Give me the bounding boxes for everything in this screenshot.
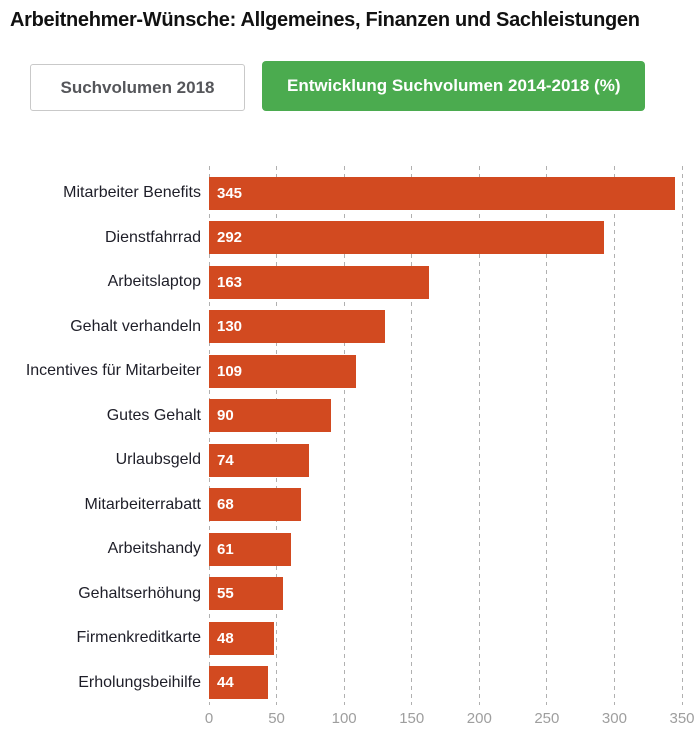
plot-area: 61 [209, 527, 682, 572]
page-title: Arbeitnehmer-Wünsche: Allgemeines, Finan… [10, 9, 640, 31]
plot-area: 345 [209, 171, 682, 216]
category-label: Dienstfahrrad [104, 228, 201, 246]
bar-value-label: 292 [217, 229, 243, 246]
bar-value-label: 74 [217, 451, 234, 469]
bar-value-label: 55 [217, 585, 234, 602]
category-label: Firmenkreditkarte [76, 629, 201, 647]
entwicklung-suchvolumen-button[interactable]: Entwicklung Suchvolumen 2014-2018 (%) [262, 61, 646, 111]
bar-value-label: 44 [217, 674, 234, 691]
chart-row: Gehalt verhandeln 130 [0, 305, 699, 350]
chart-row: Dienstfahrrad 292 [0, 216, 699, 261]
bar[interactable]: 48 [209, 621, 274, 655]
bar[interactable]: 292 [209, 221, 604, 254]
gridline [208, 166, 210, 705]
x-tick-label: 250 [534, 710, 560, 727]
chart-row: Arbeitshandy 61 [0, 527, 699, 572]
category-label: Urlaubsgeld [115, 451, 201, 469]
bar-value-label: 345 [217, 184, 243, 202]
suchvolumen-2018-button[interactable]: Suchvolumen 2018 [30, 64, 245, 111]
bar-value-label: 61 [217, 540, 234, 558]
bar[interactable]: 61 [209, 532, 292, 566]
plot-area: 90 [209, 394, 682, 439]
category-label: Mitarbeiter Benefits [63, 184, 201, 202]
x-tick-label: 150 [399, 710, 425, 727]
x-tick-label: 200 [466, 710, 492, 727]
page: Arbeitnehmer-Wünsche: Allgemeines, Finan… [0, 6, 699, 737]
bar[interactable]: 68 [209, 488, 301, 521]
x-tick-label: 0 [204, 710, 214, 727]
bar[interactable]: 109 [209, 354, 357, 388]
bar[interactable]: 90 [209, 399, 331, 432]
gridline [276, 166, 278, 705]
chart-row: Incentives für Mitarbeiter 109 [0, 349, 699, 394]
chart-row: Gutes Gehalt 90 [0, 394, 699, 439]
view-toggle-toolbar: Suchvolumen 2018 Entwicklung Suchvolumen… [30, 61, 699, 111]
plot-area: 109 [209, 349, 682, 394]
category-label: Erholungsbeihilfe [78, 673, 201, 691]
chart-row: Gehaltserhöhung 55 [0, 572, 699, 617]
gridlines [208, 166, 683, 705]
gridline [613, 166, 615, 705]
x-tick-label: 100 [331, 710, 357, 727]
category-label: Arbeitslaptop [107, 273, 201, 291]
bar-value-label: 109 [217, 362, 243, 380]
category-label: Gehalt verhandeln [70, 317, 201, 335]
category-label: Incentives für Mitarbeiter [25, 362, 201, 380]
bar[interactable]: 44 [209, 666, 269, 699]
plot-area: 74 [209, 438, 682, 483]
plot-area: 55 [209, 572, 682, 617]
bar-value-label: 130 [217, 318, 243, 335]
chart-row: Erholungsbeihilfe 44 [0, 661, 699, 706]
gridline [681, 166, 683, 705]
bar[interactable]: 74 [209, 443, 309, 477]
bar-value-label: 163 [217, 273, 243, 291]
bar-value-label: 48 [217, 629, 234, 647]
plot-area: 44 [209, 661, 682, 706]
chart-rows: Mitarbeiter Benefits 345 Dienstfahrrad 292 A… [0, 171, 699, 705]
chart-row: Urlaubsgeld 74 [0, 438, 699, 483]
plot-area: 68 [209, 483, 682, 528]
bar-value-label: 90 [217, 407, 234, 424]
x-tick-label: 350 [669, 710, 695, 727]
gridline [478, 166, 480, 705]
chart-row: Mitarbeiterrabatt 68 [0, 483, 699, 528]
bar[interactable]: 55 [209, 577, 284, 610]
x-tick-label: 50 [268, 710, 285, 727]
bar[interactable]: 163 [209, 265, 430, 299]
category-label: Gutes Gehalt [106, 406, 201, 424]
bar[interactable]: 345 [209, 176, 676, 210]
x-axis: 0 50 100 150 200 250 300 350 [205, 705, 695, 731]
gridline [343, 166, 345, 705]
chart-row: Firmenkreditkarte 48 [0, 616, 699, 661]
plot-area: 163 [209, 260, 682, 305]
category-label: Gehaltserhöhung [78, 584, 201, 602]
chart-row: Arbeitslaptop 163 [0, 260, 699, 305]
x-tick-label: 300 [601, 710, 627, 727]
plot-area: 292 [209, 216, 682, 261]
gridline [411, 166, 413, 705]
plot-area: 48 [209, 616, 682, 661]
bar-value-label: 68 [217, 496, 234, 513]
gridline [546, 166, 548, 705]
category-label: Arbeitshandy [107, 540, 201, 558]
bar[interactable]: 130 [209, 310, 385, 343]
chart-row: Mitarbeiter Benefits 345 [0, 171, 699, 216]
plot-area: 130 [209, 305, 682, 350]
bar-chart: Mitarbeiter Benefits 345 Dienstfahrrad 292 A… [0, 166, 699, 731]
category-label: Mitarbeiterrabatt [84, 495, 202, 513]
